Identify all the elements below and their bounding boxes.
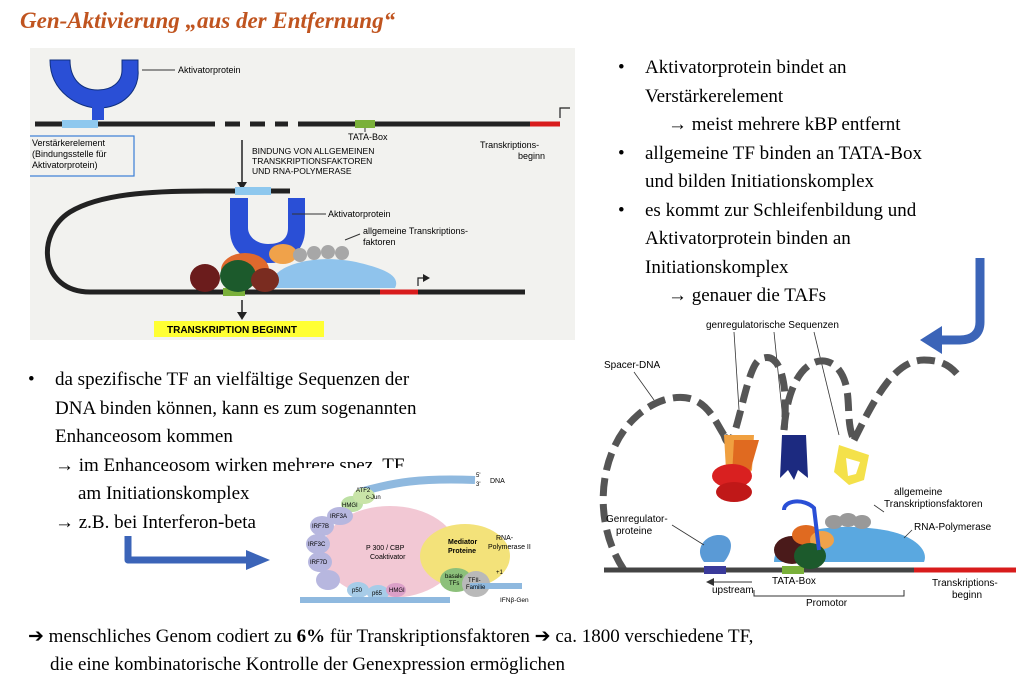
fig1-bindung-line1: BINDUNG VON ALLGEMEINEN bbox=[252, 146, 374, 156]
fig1-verst-line3: Aktivatorprotein) bbox=[32, 160, 98, 170]
fig2-hmg1-label: HMGI bbox=[342, 503, 358, 509]
fig3-genreg-seq-label: genregulatorische Sequenzen bbox=[706, 320, 839, 331]
bullet-sub: → z.B. bei Interferon-beta bbox=[55, 511, 256, 533]
bullet-line: Verstärkerelement bbox=[645, 85, 784, 107]
fig2-tfii-line1: TFII- bbox=[468, 578, 481, 584]
fig1-bindung-line3: UND RNA-POLYMERASE bbox=[252, 166, 352, 176]
fig3-promotor-label: Promotor bbox=[806, 598, 848, 606]
right-bullet-2: • allgemeine TF binden an TATA-Box und b… bbox=[618, 140, 922, 197]
strand-3: 3' bbox=[476, 482, 480, 488]
fig3-allg-line2: Transkriptionsfaktoren bbox=[884, 499, 983, 510]
fig2-p300-line1: P 300 / CBP bbox=[366, 545, 405, 552]
fig2-mediator-line1: Mediator bbox=[448, 539, 477, 546]
summary-percent: 6% bbox=[296, 626, 326, 647]
summary-line-1: ➔ menschliches Genom codiert zu 6% für T… bbox=[28, 623, 753, 651]
bullet-line: es kommt zur Schleifenbildung und bbox=[645, 199, 917, 221]
fig3-allg-line1: allgemeine bbox=[894, 487, 943, 498]
fig2-gene-label: IFNβ-Gen bbox=[500, 597, 529, 604]
bullet-dot: • bbox=[28, 369, 35, 390]
fig3-spacer-label: Spacer-DNA bbox=[604, 360, 660, 371]
fig2-hmg2-label: HMGI bbox=[389, 588, 405, 594]
bullet-line: Initiationskomplex bbox=[645, 256, 789, 278]
fig2-dna-label: DNA bbox=[490, 478, 505, 485]
fig2-cjun-label: c-Jun bbox=[366, 495, 381, 501]
bullet-sub: → genauer die TAFs bbox=[668, 285, 827, 306]
fig1-tata-label: TATA-Box bbox=[348, 132, 388, 142]
fig1-allg-line1: allgemeine Transkriptions- bbox=[363, 226, 468, 236]
fig2-irf7d-label: IRF7D bbox=[310, 560, 328, 566]
fig2-rnapol-line2: Polymerase II bbox=[488, 544, 531, 551]
fig1-verst-line2: (Bindungsstelle für bbox=[32, 149, 107, 159]
fig3-tbeginn-line1: Transkriptions- bbox=[932, 578, 998, 589]
fig3-genreg-prot-line2: proteine bbox=[616, 526, 653, 537]
bullet-line: Aktivatorprotein bindet an bbox=[645, 57, 847, 78]
bullet-sub: am Initiationskomplex bbox=[78, 483, 250, 504]
fig1-verst-line1: Verstärkerelement bbox=[32, 138, 106, 148]
fig2-atf2-label: ATF2 bbox=[356, 488, 371, 494]
bullet-line: DNA binden können, kann es zum sogenannt… bbox=[55, 397, 417, 419]
bullet-dot: • bbox=[618, 199, 625, 221]
fig1-banner: TRANSKRIPTION BEGINNT bbox=[167, 325, 297, 336]
right-bullet-3: • es kommt zur Schleifenbildung und Akti… bbox=[618, 197, 922, 311]
fig3-tbeginn-line2: beginn bbox=[952, 590, 982, 601]
figure-promoter-loop: genregulatorische Sequenzen Spacer-DNA a… bbox=[599, 258, 1016, 606]
fig2-p300-line2: Coaktivator bbox=[370, 554, 406, 561]
fig2-p50-label: p50 bbox=[352, 588, 363, 594]
bullet-dot: • bbox=[618, 57, 625, 78]
fig2-tfii-line2: Familie bbox=[466, 585, 486, 591]
fig3-genreg-prot-line1: Genregulator- bbox=[606, 514, 668, 525]
left-bullet: • da spezifische TF an vielfältige Seque… bbox=[28, 366, 417, 537]
fig1-allg-line2: faktoren bbox=[363, 237, 396, 247]
summary-part: ➔ menschliches Genom codiert zu bbox=[28, 626, 297, 647]
bullet-line: Aktivatorprotein binden an bbox=[645, 228, 851, 249]
bullet-line: und bilden Initiationskomplex bbox=[645, 171, 875, 192]
slide-title: Gen-Aktivierung „aus der Entfernung“ bbox=[20, 8, 396, 33]
figure-enhanceosome: DNA 5' 3' HMGI ATF2 c-Jun IRF3A IRF7B IR… bbox=[300, 468, 542, 606]
fig1-tbeginn-line1: Transkriptions- bbox=[480, 140, 539, 150]
fig2-basale-line2: TFs bbox=[449, 581, 459, 587]
fig2-basale-line1: basale bbox=[445, 574, 463, 580]
right-bullet-list: • Aktivatorprotein bindet an Verstärkere… bbox=[618, 54, 922, 311]
fig2-irf3c-label: IRF3C bbox=[308, 542, 326, 548]
right-bullet-1: • Aktivatorprotein bindet an Verstärkere… bbox=[618, 54, 922, 140]
summary-text: ➔ menschliches Genom codiert zu 6% für T… bbox=[28, 623, 753, 679]
fig1-tbeginn-line2: beginn bbox=[518, 151, 545, 161]
figure-activator-loop: Aktivatorprotein Verstärkerelement (Bind… bbox=[30, 48, 575, 340]
summary-part: für Transkriptionsfaktoren ➔ ca. 1800 ve… bbox=[325, 626, 754, 647]
fig2-irf7b-label: IRF7B bbox=[312, 524, 329, 530]
fig2-rnapol-line1: RNA- bbox=[496, 535, 514, 542]
bullet-line: allgemeine TF binden an TATA-Box bbox=[645, 142, 922, 164]
fig2-plus1-label: +1 bbox=[496, 570, 504, 576]
fig3-tata-label: TATA-Box bbox=[772, 576, 816, 587]
fig1-aktivator2-label: Aktivatorprotein bbox=[328, 209, 391, 219]
fig3-rnapol-label: RNA-Polymerase bbox=[914, 522, 992, 533]
fig1-bindung-line2: TRANSKRIPTIONSFAKTOREN bbox=[252, 156, 372, 166]
bullet-line: da spezifische TF an vielfältige Sequenz… bbox=[55, 369, 410, 390]
fig2-p65-label: p65 bbox=[372, 591, 383, 597]
summary-line-2: die eine kombinatorische Kontrolle der G… bbox=[50, 654, 565, 675]
fig2-irf3a-label: IRF3A bbox=[330, 514, 347, 520]
bullet-sub: → meist mehrere kBP entfernt bbox=[668, 114, 901, 135]
arrow-to-enhanceosome bbox=[124, 536, 270, 570]
strand-5: 5' bbox=[476, 473, 480, 479]
fig1-aktivator-label: Aktivatorprotein bbox=[178, 65, 241, 75]
bullet-line: Enhanceosom kommen bbox=[55, 426, 233, 447]
bullet-dot: • bbox=[618, 142, 625, 164]
fig2-mediator-line2: Proteine bbox=[448, 548, 476, 555]
fig3-upstream-label: upstream bbox=[712, 585, 754, 596]
